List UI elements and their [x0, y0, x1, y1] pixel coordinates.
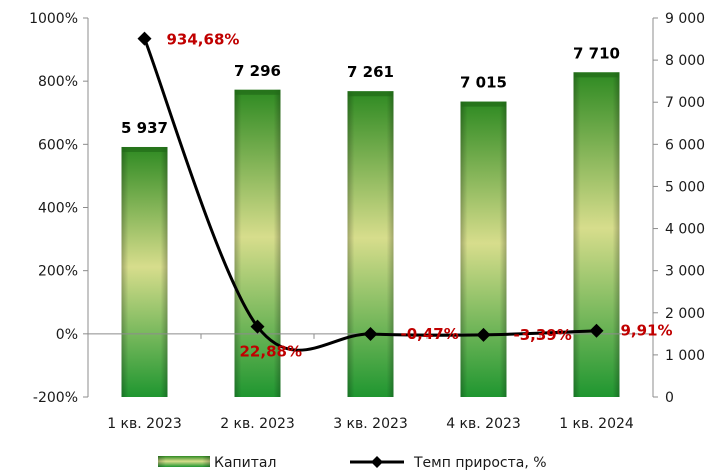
growth-value-label: 9,91%	[621, 322, 673, 340]
growth-point-marker	[476, 327, 491, 342]
category-label: 4 кв. 2023	[446, 416, 521, 432]
right-axis-tick-label: 7 000	[665, 95, 705, 111]
left-axis-tick-label: 400%	[38, 201, 78, 217]
capital-value-label: 5 937	[121, 119, 168, 137]
growth-point-marker	[363, 326, 378, 341]
category-label: 1 кв. 2024	[559, 416, 634, 432]
capital-bar-shading	[573, 72, 620, 397]
right-axis-tick-label: 2 000	[665, 306, 705, 322]
right-axis-tick-label: 1 000	[665, 348, 705, 364]
growth-value-label: 22,88%	[240, 343, 302, 361]
growth-value-label: -3,39%	[514, 326, 572, 344]
category-axis: 1 кв. 2023 2 кв. 2023 3 кв. 2023 4 кв. 2023…	[107, 416, 634, 432]
right-axis-tick-label: 4 000	[665, 222, 705, 238]
capital-bar-shading	[234, 89, 281, 398]
growth-point-marker	[589, 323, 604, 338]
right-axis-tick-label: 3 000	[665, 264, 705, 280]
legend-label-capital: Капитал	[214, 455, 276, 471]
legend-line-marker	[371, 456, 383, 468]
left-axis-tick-label: 600%	[38, 137, 78, 153]
legend-label-growth: Темп прироста, %	[413, 455, 547, 471]
capital-value-label: 7 296	[234, 62, 281, 80]
right-axis-tick-label: 0	[665, 390, 674, 406]
capital-bar-cap	[573, 72, 620, 78]
capital-bars: 5 937 7 296 7 261 7 015 7 710	[121, 44, 620, 398]
capital-bar-shading	[460, 101, 507, 398]
growth-point-marker	[137, 31, 152, 46]
left-axis-tick-label: 0%	[56, 327, 78, 343]
capital-bar-shading	[347, 91, 394, 397]
capital-bar-cap	[121, 146, 168, 152]
left-axis-tick-label: 200%	[38, 264, 78, 280]
right-axis-tick-label: 9 000	[665, 11, 705, 27]
legend-bar-swatch-shading	[158, 456, 210, 467]
right-axis-tick-label: 6 000	[665, 137, 705, 153]
growth-line-series: 934,68% 22,88% -0,47% -3,39% 9,91%	[137, 31, 673, 361]
growth-point-marker	[250, 319, 265, 334]
capital-bar-cap	[347, 91, 394, 97]
capital-bar-cap	[460, 101, 507, 107]
right-axis-tick-label: 5 000	[665, 179, 705, 195]
legend: Капитал Темп прироста, %	[158, 455, 547, 471]
left-axis-tick-label: 800%	[38, 74, 78, 90]
left-axis-tick-label: 1000%	[29, 11, 78, 27]
right-axis: 9 000 8 000 7 000 6 000 5 000 4 000 3 000 2 000…	[652, 11, 705, 406]
left-axis: 1000% 800% 600% 400% 200% 0% -200%	[29, 11, 89, 406]
right-axis-tick-label: 8 000	[665, 53, 705, 69]
capital-bar-cap	[234, 89, 281, 95]
category-label: 1 кв. 2023	[107, 416, 182, 432]
growth-line	[143, 38, 597, 352]
growth-value-label: -0,47%	[401, 325, 459, 343]
left-axis-tick-label: -200%	[33, 390, 78, 406]
capital-value-label: 7 015	[460, 74, 507, 92]
capital-value-label: 7 710	[573, 44, 620, 62]
capital-bar-shading	[121, 146, 168, 397]
category-label: 3 кв. 2023	[333, 416, 408, 432]
category-label: 2 кв. 2023	[220, 416, 295, 432]
capital-value-label: 7 261	[347, 63, 394, 81]
growth-value-label: 934,68%	[167, 31, 240, 49]
